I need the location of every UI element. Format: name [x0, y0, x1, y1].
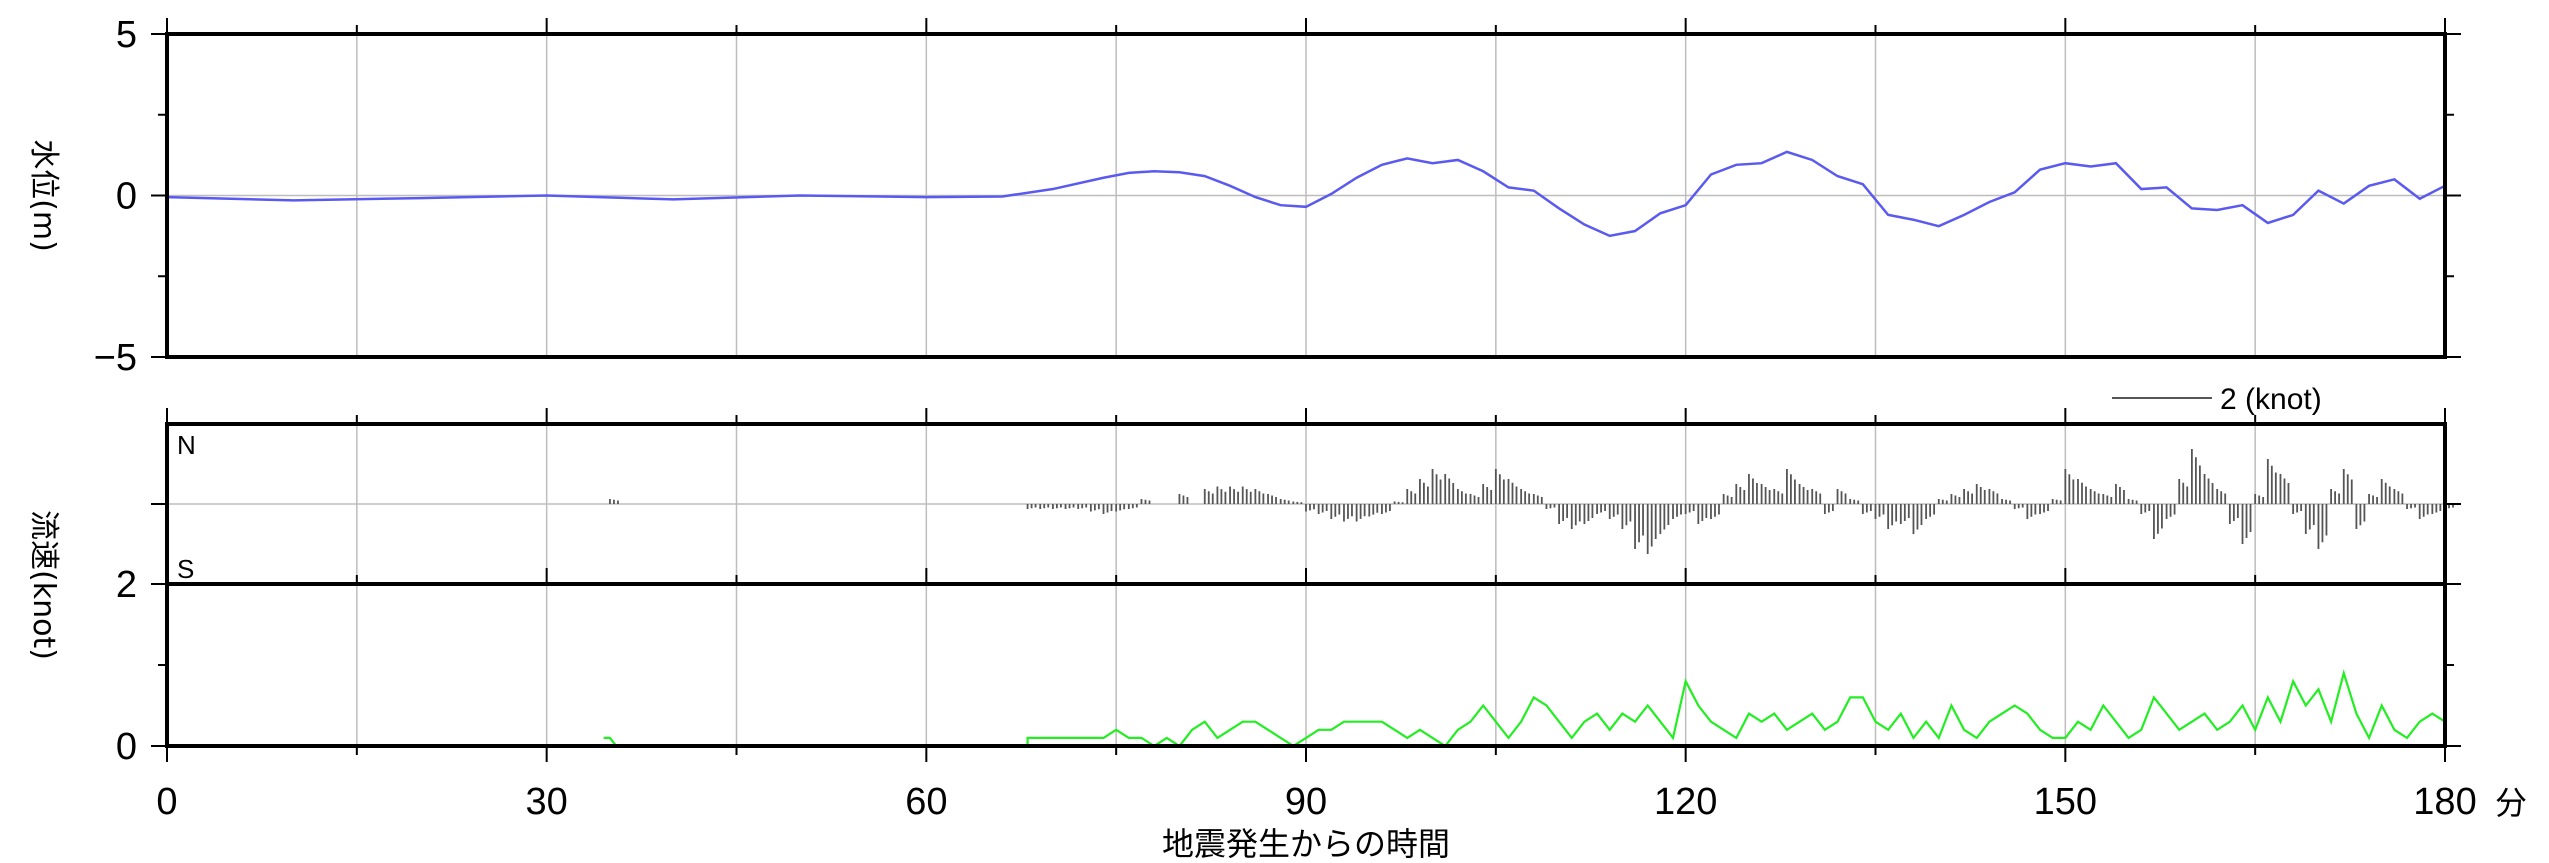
water-level-line	[166, 150, 2446, 238]
current-speed-panel: 02 0 30 60 90 120 150 180 分 地震発生からの時間 流速(knot)	[26, 510, 2527, 863]
y-tick-label: 0	[116, 176, 137, 218]
water-level-series	[166, 150, 2446, 238]
water-level-ticks	[151, 18, 2461, 358]
x-tick-label: 0	[156, 781, 177, 823]
current-speed-grid	[166, 584, 2446, 746]
scale-label: 2 (knot)	[2220, 383, 2322, 416]
water-level-ylabel: 水位(m)	[26, 139, 61, 252]
current-direction-ticks	[151, 408, 2461, 505]
y-tick-label: 0	[116, 726, 137, 768]
north-label: N	[177, 430, 196, 460]
x-unit-label: 分	[2495, 784, 2527, 822]
x-tick-label: 120	[1654, 781, 1717, 823]
current-speed-ytick-labels: 02	[116, 564, 137, 768]
y-tick-label: 2	[116, 564, 137, 606]
x-tick-label: 150	[2034, 781, 2097, 823]
x-tick-label: 30	[526, 781, 568, 823]
x-tick-labels: 0 30 60 90 120 150 180	[156, 781, 2476, 823]
current-direction-series	[609, 449, 2454, 554]
water-level-panel: −5 0 5 水位(m)	[26, 14, 2461, 379]
current-speed-line	[603, 669, 2446, 748]
x-tick-label: 60	[905, 781, 947, 823]
current-direction-panel: N S 2 (knot)	[151, 383, 2461, 586]
y-tick-label: 5	[116, 14, 137, 56]
current-speed-ylabel: 流速(knot)	[26, 510, 61, 660]
south-label: S	[177, 554, 194, 584]
y-tick-label: −5	[94, 337, 137, 379]
current-speed-ticks	[151, 568, 2461, 762]
current-speed-series	[603, 669, 2446, 748]
x-axis-label: 地震発生からの時間	[1162, 825, 1450, 863]
x-tick-label: 90	[1285, 781, 1327, 823]
water-level-ytick-labels: −5 0 5	[94, 14, 137, 379]
x-tick-label: 180	[2413, 781, 2476, 823]
